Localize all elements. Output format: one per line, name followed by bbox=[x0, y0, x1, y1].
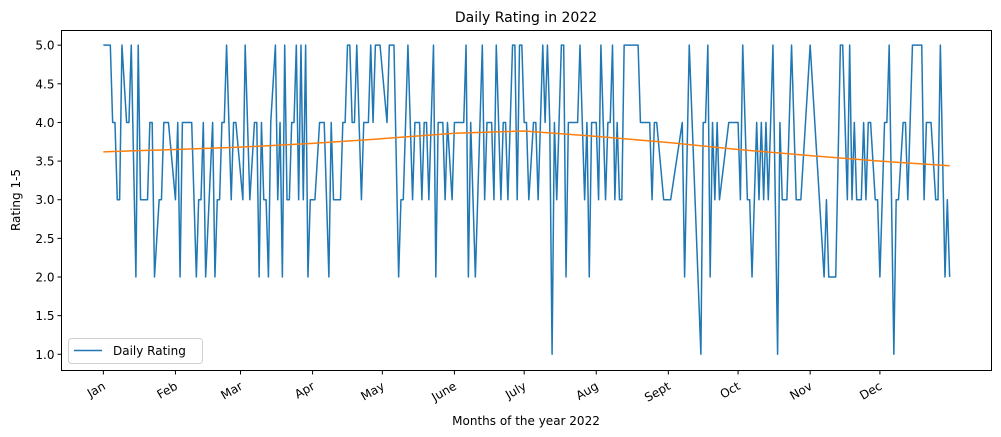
x-tick-label: Apr bbox=[292, 379, 317, 402]
y-tick-label: 2.0 bbox=[35, 271, 54, 285]
y-tick-label: 2.5 bbox=[35, 232, 54, 246]
x-axis-label: Months of the year 2022 bbox=[452, 414, 600, 428]
x-tick-label: Dec bbox=[857, 379, 884, 403]
y-tick-label: 3.0 bbox=[35, 193, 54, 207]
y-tick-label: 5.0 bbox=[35, 39, 54, 53]
x-tick-label: Jan bbox=[84, 379, 108, 401]
x-tick-label: Nov bbox=[787, 379, 814, 403]
legend: Daily Rating bbox=[68, 338, 203, 364]
x-tick-label: Sept bbox=[642, 379, 673, 405]
y-tick-label: 4.5 bbox=[35, 77, 54, 91]
trend-line bbox=[103, 130, 950, 167]
x-tick-label: May bbox=[358, 379, 386, 404]
axes-frame bbox=[61, 30, 992, 371]
series-line-daily-rating bbox=[103, 44, 951, 356]
chart-title: Daily Rating in 2022 bbox=[455, 10, 597, 26]
x-tick-label: Aug bbox=[573, 379, 600, 403]
legend-label-daily-rating: Daily Rating bbox=[113, 344, 186, 358]
legend-box bbox=[68, 338, 203, 364]
x-tick-label: Oct bbox=[718, 379, 743, 402]
x-tick-label: June bbox=[428, 379, 459, 405]
y-tick-label: 4.0 bbox=[35, 116, 54, 130]
y-axis-label: Rating 1-5 bbox=[9, 169, 23, 231]
y-tick-label: 3.5 bbox=[35, 155, 54, 169]
y-tick-label: 1.0 bbox=[35, 348, 54, 362]
y-tick-label: 1.5 bbox=[35, 309, 54, 323]
x-tick-label: Mar bbox=[218, 379, 245, 402]
x-tick-label: Feb bbox=[155, 379, 180, 402]
x-tick-label: July bbox=[502, 379, 529, 402]
